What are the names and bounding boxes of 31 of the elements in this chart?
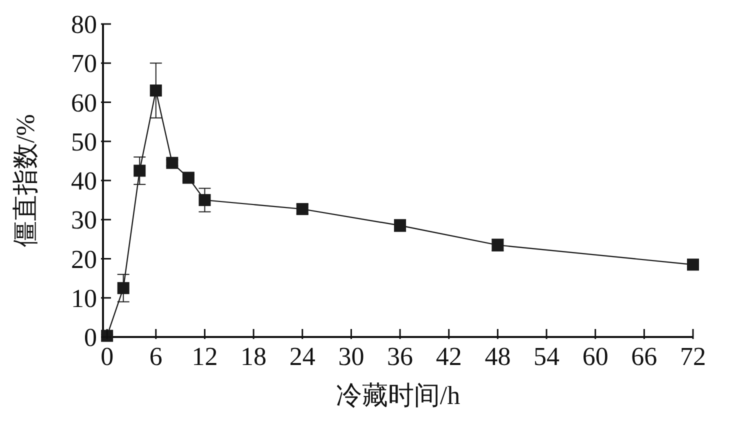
x-tick-label: 66 [631, 342, 658, 371]
y-tick-label: 20 [71, 244, 97, 274]
y-tick-label: 60 [71, 88, 97, 118]
point [687, 258, 699, 271]
x-tick-label: 42 [436, 342, 462, 371]
point [182, 172, 194, 184]
y-tick-label: 40 [71, 166, 97, 196]
x-tick-label: 60 [582, 342, 608, 371]
x-tick-label: 48 [484, 342, 511, 371]
y-tick-label: 80 [71, 10, 97, 39]
x-tick-label: 36 [387, 342, 414, 371]
x-tick-label: 6 [149, 342, 162, 371]
point [296, 203, 308, 216]
y-axis-title: 僵直指数/% [11, 114, 40, 247]
y-tick-label: 10 [71, 284, 97, 313]
x-tick-label: 24 [289, 342, 316, 371]
y-tick-label: 70 [71, 49, 97, 78]
x-tick-label: 72 [680, 342, 706, 371]
x-axis-title: 冷藏时间/h [336, 381, 460, 410]
x-tick-label: 18 [240, 342, 267, 371]
x-tick-label: 12 [192, 342, 218, 371]
point [150, 84, 162, 97]
x-tick-label: 30 [338, 342, 364, 371]
y-tick-label: 0 [84, 323, 97, 352]
point [198, 194, 211, 206]
x-tick-label: 54 [534, 342, 560, 371]
point [166, 156, 178, 169]
point [134, 164, 146, 177]
point [117, 282, 130, 294]
y-tick-label: 50 [71, 127, 97, 156]
y-tick-label: 30 [71, 206, 97, 235]
